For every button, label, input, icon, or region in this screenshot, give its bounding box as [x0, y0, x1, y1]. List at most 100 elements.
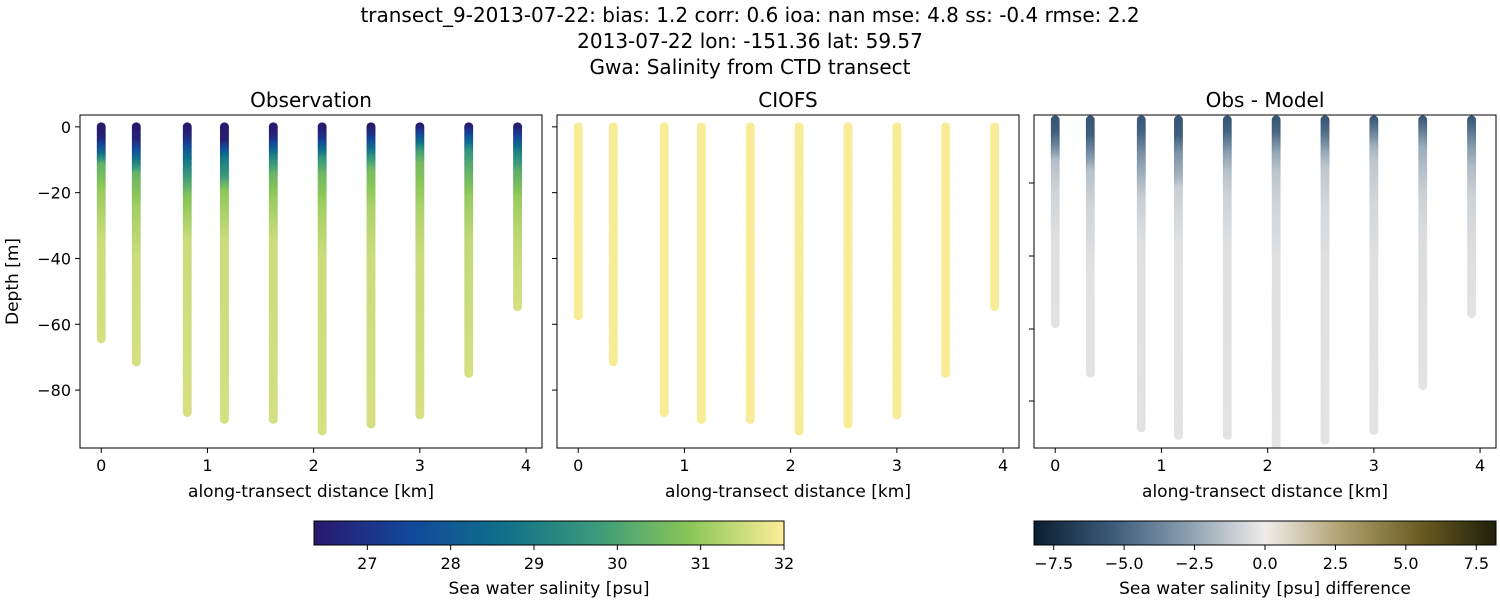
x-tick-label: 0 [96, 456, 106, 475]
station-7 [892, 122, 902, 420]
x-tick-label: 1 [679, 456, 689, 475]
colorbar-tick-label: −5.0 [1105, 554, 1144, 573]
data-point [415, 410, 425, 420]
colorbar-2: −7.5 −5.0 −2.5 0.0 2.5 5.0 7.5 Sea water salini… [1033, 520, 1497, 599]
station-9 [513, 122, 523, 312]
data-point [1272, 465, 1281, 474]
station-7 [1369, 115, 1379, 435]
colorbar-tick-label: −2.5 [1175, 554, 1214, 573]
data-point [1272, 453, 1281, 462]
panel-3: Obs - Model 0 1 2 3 4 along-transect distance … [1029, 88, 1497, 502]
station-1 [608, 122, 618, 367]
data-point [1173, 430, 1183, 440]
x-tick-label: 4 [1475, 456, 1485, 475]
data-point [843, 419, 853, 429]
data-point [96, 334, 106, 344]
data-point [1272, 448, 1281, 457]
station-3 [1173, 115, 1183, 440]
station-8 [941, 122, 951, 378]
station-1 [131, 122, 141, 367]
data-point [1272, 463, 1281, 472]
x-axis-label: along-transect distance [km] [1142, 482, 1388, 502]
x-tick-label: 2 [1263, 456, 1273, 475]
data-point [1272, 458, 1281, 467]
axes-frame [79, 114, 543, 449]
station-6 [1320, 115, 1330, 445]
x-tick-label: 4 [521, 456, 531, 475]
figure-title-line-2: 2013-07-22 lon: -151.36 lat: 59.57 [577, 29, 923, 53]
colorbar-label: Sea water salinity [psu] [449, 579, 650, 599]
figure-title-line-1: transect_9-2013-07-22: bias: 1.2 corr: 0… [360, 3, 1140, 27]
y-tick-label: −40 [37, 249, 71, 268]
station-0 [1050, 115, 1060, 329]
data-point [1418, 381, 1428, 391]
data-point [268, 414, 278, 424]
data-point [745, 414, 755, 424]
y-tick-label: −60 [37, 315, 71, 334]
station-4 [268, 122, 278, 424]
scatter-points [96, 122, 523, 436]
colorbar-label: Sea water salinity [psu] difference [1119, 579, 1411, 599]
station-6 [366, 122, 376, 429]
data-point [1369, 425, 1379, 435]
station-1 [1085, 115, 1095, 378]
station-0 [573, 122, 583, 321]
station-2 [182, 122, 192, 417]
x-tick-label: 1 [202, 456, 212, 475]
data-point [182, 407, 192, 417]
y-axis-label: Depth [m] [3, 238, 23, 325]
y-tick-label: −80 [37, 381, 71, 400]
station-5 [317, 122, 327, 436]
data-point [659, 407, 669, 417]
station-3 [219, 122, 229, 424]
x-tick-label: 1 [1156, 456, 1166, 475]
station-9 [990, 122, 1000, 312]
axes-frame [556, 114, 1020, 449]
station-8 [1418, 115, 1428, 391]
data-point [1136, 423, 1146, 433]
colorbar-tick-label: 32 [774, 554, 794, 573]
station-5 [1271, 115, 1281, 474]
data-point [513, 302, 523, 312]
colorbar-tick-label: 30 [607, 554, 627, 573]
data-point [608, 357, 618, 367]
data-point [131, 357, 141, 367]
data-point [1222, 430, 1232, 440]
axes-frame [1033, 114, 1497, 449]
colorbar-bar [1033, 520, 1497, 546]
data-point [1320, 435, 1330, 445]
x-tick-label: 2 [786, 456, 796, 475]
data-point [892, 410, 902, 420]
data-point [1467, 309, 1477, 319]
data-point [464, 368, 474, 378]
data-point [366, 419, 376, 429]
x-tick-label: 3 [892, 456, 902, 475]
data-point [1272, 461, 1281, 470]
x-tick-label: 2 [309, 456, 319, 475]
station-6 [843, 122, 853, 429]
panel-title: CIOFS [758, 88, 817, 112]
station-9 [1467, 115, 1477, 319]
panel-1: Observation 0 1 2 3 4 along-transect distance … [3, 88, 543, 502]
colorbar-tick-label: 0.0 [1252, 554, 1277, 573]
colorbar-tick-label: 7.5 [1464, 554, 1489, 573]
station-4 [1222, 115, 1232, 440]
colorbar-tick-label: 31 [690, 554, 710, 573]
data-point [696, 414, 706, 424]
data-point [1272, 456, 1281, 465]
data-point [219, 414, 229, 424]
data-point [941, 368, 951, 378]
colorbar-tick-label: 2.5 [1323, 554, 1348, 573]
x-axis-label: along-transect distance [km] [665, 482, 911, 502]
station-2 [1136, 115, 1146, 433]
data-point [1272, 451, 1281, 460]
colorbar-tick-label: 5.0 [1393, 554, 1418, 573]
station-7 [415, 122, 425, 420]
colorbar-bar [313, 520, 785, 546]
station-5 [794, 122, 804, 436]
scatter-points [573, 122, 1000, 436]
colorbar-tick-label: 29 [524, 554, 544, 573]
data-point [573, 311, 583, 321]
